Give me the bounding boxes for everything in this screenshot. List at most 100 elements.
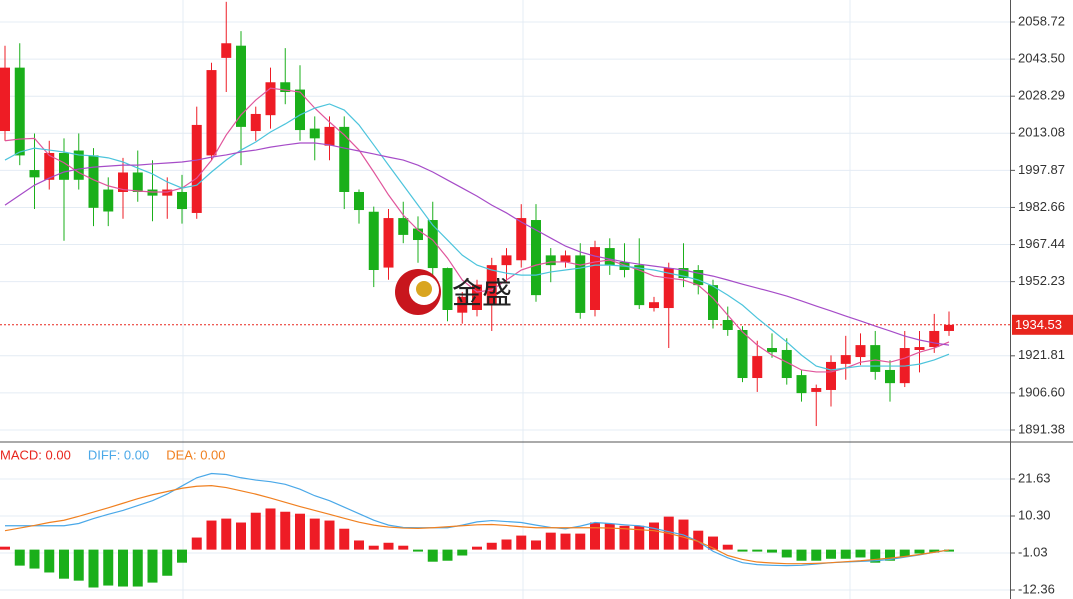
y-tick-label: 2028.29 bbox=[1018, 88, 1065, 103]
macd-bar bbox=[427, 549, 438, 562]
macd-bar bbox=[929, 549, 940, 553]
candle-body bbox=[236, 45, 246, 127]
candle-body bbox=[295, 89, 305, 131]
macd-bar bbox=[796, 549, 807, 561]
macd-bar bbox=[265, 508, 276, 550]
macd-bar bbox=[280, 511, 291, 550]
watermark: 金盛 bbox=[395, 269, 512, 315]
macd-bar bbox=[442, 549, 453, 561]
time-grid bbox=[182, 0, 851, 599]
candle-body bbox=[693, 270, 704, 286]
macd-bar bbox=[457, 549, 468, 556]
candle-body bbox=[752, 356, 763, 379]
candle-body bbox=[914, 347, 925, 350]
macd-bar bbox=[191, 537, 202, 550]
macd-bar bbox=[501, 539, 512, 550]
candle-body bbox=[885, 369, 895, 384]
macd-bar bbox=[826, 549, 836, 559]
candle-body bbox=[870, 345, 881, 372]
y-tick-label: 2043.50 bbox=[1018, 51, 1065, 66]
candle-body bbox=[560, 255, 571, 262]
candle-body bbox=[324, 126, 335, 146]
macd-bar bbox=[383, 542, 394, 550]
macd-bar bbox=[29, 549, 40, 569]
candle-body bbox=[663, 268, 674, 309]
macd-bar bbox=[132, 549, 143, 587]
candle-body bbox=[88, 155, 99, 208]
macd-bar bbox=[73, 549, 84, 581]
y-tick-label: 10.30 bbox=[1018, 507, 1051, 522]
candle-body bbox=[354, 191, 364, 211]
macd-bar bbox=[250, 512, 261, 550]
macd-bar bbox=[840, 549, 851, 559]
macd-bar bbox=[737, 549, 748, 552]
moving-average-line bbox=[4, 142, 950, 346]
candle-body bbox=[44, 152, 55, 180]
macd-bar bbox=[324, 520, 335, 550]
candle-body bbox=[604, 248, 615, 266]
candle-body bbox=[826, 361, 836, 390]
candle-body bbox=[929, 330, 940, 348]
y-tick-label: 2058.72 bbox=[1018, 13, 1065, 28]
last-price-label: 1934.53 bbox=[1015, 317, 1062, 332]
macd-line bbox=[4, 485, 950, 565]
macd-bar bbox=[398, 545, 409, 550]
candle-body bbox=[206, 70, 217, 156]
macd-bar bbox=[118, 549, 128, 587]
y-tick-label: 1967.44 bbox=[1018, 236, 1065, 251]
candle-body bbox=[516, 218, 527, 261]
candle-body bbox=[59, 152, 69, 180]
macd-bar bbox=[604, 523, 615, 550]
macd-bar bbox=[752, 549, 763, 552]
macd-bar bbox=[295, 513, 305, 550]
candle-body bbox=[840, 355, 851, 364]
y-tick-label: -12.36 bbox=[1018, 581, 1055, 596]
macd-bar bbox=[531, 540, 541, 550]
y-tick-label: -1.03 bbox=[1018, 544, 1048, 559]
macd-bar bbox=[914, 549, 925, 554]
macd-bar bbox=[147, 549, 158, 583]
macd-bar bbox=[870, 549, 881, 563]
candle-body bbox=[575, 255, 586, 313]
macd-bar bbox=[339, 528, 350, 550]
macd-bar bbox=[59, 549, 69, 579]
moving-average-line bbox=[4, 103, 950, 371]
macd-bar bbox=[767, 549, 777, 553]
macd-bar bbox=[619, 525, 630, 550]
macd-bar bbox=[560, 533, 571, 550]
macd-bar bbox=[0, 546, 10, 550]
macd-bar bbox=[236, 522, 246, 550]
macd-bar bbox=[855, 549, 866, 558]
candle-body bbox=[147, 189, 158, 196]
macd-bar bbox=[177, 549, 187, 563]
candle-body bbox=[280, 82, 291, 93]
macd-bar bbox=[88, 549, 99, 588]
watermark-text: 金盛 bbox=[452, 277, 512, 312]
candle-body bbox=[103, 189, 114, 212]
candle-body bbox=[501, 255, 512, 266]
macd-bar bbox=[221, 518, 232, 550]
candle-body bbox=[383, 218, 394, 268]
candle-body bbox=[944, 324, 954, 331]
macd-bar bbox=[206, 520, 217, 550]
candle-body bbox=[339, 126, 350, 192]
candle-body bbox=[531, 220, 541, 296]
last-price-box bbox=[1012, 314, 1073, 335]
candle-body bbox=[162, 189, 173, 196]
macd-bar bbox=[885, 549, 895, 561]
macd-bar bbox=[693, 530, 704, 550]
y-tick-label: 1997.87 bbox=[1018, 162, 1065, 177]
candle-body bbox=[472, 284, 482, 310]
candle-body bbox=[855, 345, 866, 358]
y-tick-label: 1982.66 bbox=[1018, 199, 1065, 214]
candle-body bbox=[191, 124, 202, 213]
candle-body bbox=[590, 247, 600, 310]
moving-average-line bbox=[4, 87, 950, 373]
candle-body bbox=[29, 170, 40, 178]
candle-body bbox=[14, 67, 25, 156]
candle-body bbox=[545, 255, 556, 266]
macd-bar bbox=[14, 549, 25, 566]
macd-bar bbox=[944, 549, 954, 552]
